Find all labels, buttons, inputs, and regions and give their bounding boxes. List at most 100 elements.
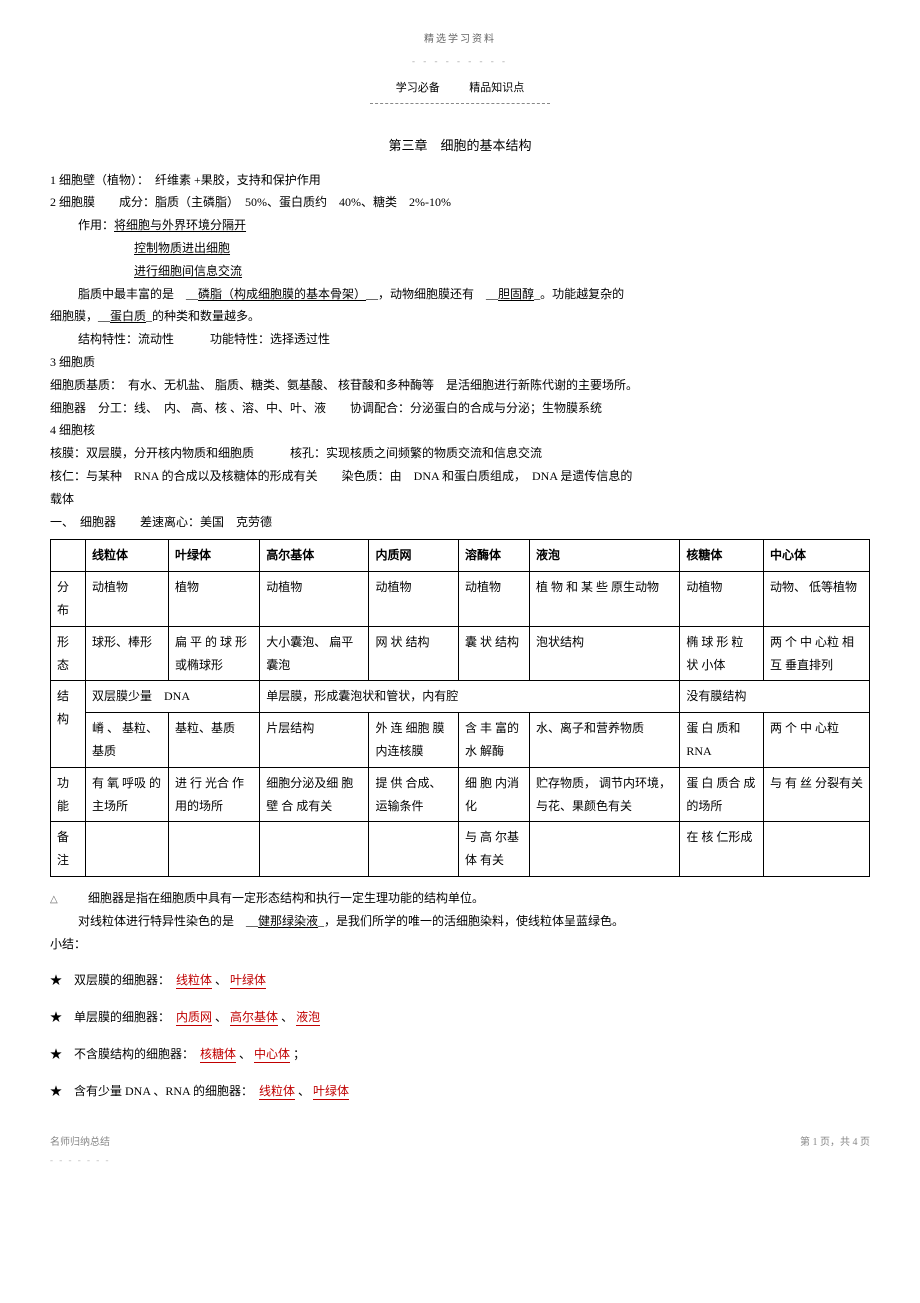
th-5: 溶酶体 [459, 540, 530, 572]
line-7-c: _的种类和数量越多。 [146, 309, 260, 323]
line-6-e: _。功能越复杂的 [534, 287, 624, 301]
r2c3: 大小囊泡、 扁平囊泡 [260, 626, 369, 681]
s1b1: 线粒体 [176, 973, 212, 989]
after-2-b: 健那绿染液 [258, 914, 318, 928]
rowlabel-6: 备注 [51, 822, 86, 877]
r1c7: 动植物 [680, 572, 764, 627]
line-7-a: 细胞膜，__ [50, 309, 110, 323]
after-3: 小结： [50, 933, 870, 956]
line-6-a: 脂质中最丰富的是 __ [78, 287, 198, 301]
r4c5: 含 丰 富的 水 解酶 [459, 713, 530, 768]
table-header-row: 线粒体 叶绿体 高尔基体 内质网 溶酶体 液泡 核糖体 中心体 [51, 540, 870, 572]
r5c6: 贮存物质， 调节内环境，与花、果颜色有关 [530, 767, 680, 822]
r6c1 [86, 822, 169, 877]
s2b3: 液泡 [296, 1010, 320, 1026]
r5c1: 有 氧 呼吸 的 主场所 [86, 767, 169, 822]
line-14: 核仁：与某种 RNA 的合成以及核糖体的形成有关 染色质：由 DNA 和蛋白质组… [50, 465, 870, 488]
chapter-title: 第三章 细胞的基本结构 [50, 134, 870, 159]
r6c8 [763, 822, 869, 877]
top-small-header: 精选学习资料 [50, 30, 870, 49]
r4c4: 外 连 细胞 膜 内连核膜 [369, 713, 459, 768]
table-row-struct-a: 结构 双层膜少量 DNA 单层膜，形成囊泡状和管状，内有腔 没有膜结构 [51, 681, 870, 713]
rowlabel-2: 形态 [51, 626, 86, 681]
r3-left: 双层膜少量 DNA [86, 681, 260, 713]
r1c6: 植 物 和 某 些 原生动物 [530, 572, 680, 627]
summary-3: ★ 不含膜结构的细胞器： 核糖体 、 中心体 ； [50, 1043, 870, 1066]
r1c2: 植物 [168, 572, 259, 627]
s4a: ★ 含有少量 DNA 、RNA 的细胞器： [50, 1084, 259, 1098]
line-4-underline: 控制物质进出细胞 [134, 241, 230, 255]
line-9: 3 细胞质 [50, 351, 870, 374]
footer-left: 名师归纳总结 [50, 1133, 110, 1152]
r6c4 [369, 822, 459, 877]
table-row-func: 功能 有 氧 呼吸 的 主场所 进 行 光合 作 用的场所 细胞分泌及细 胞 壁… [51, 767, 870, 822]
r5c3: 细胞分泌及细 胞 壁 合 成有关 [260, 767, 369, 822]
r3-right: 没有膜结构 [680, 681, 870, 713]
after-2-c: _，是我们所学的唯一的活细胞染料，使线粒体呈蓝绿色。 [318, 914, 624, 928]
line-6-d: 胆固醇 [498, 287, 534, 301]
header-dashed-underline [370, 103, 550, 104]
table-row-note: 备注 与 高 尔基 体 有关 在 核 仁形成 [51, 822, 870, 877]
line-6-c: __，动物细胞膜还有 __ [366, 287, 498, 301]
r2c6: 泡状结构 [530, 626, 680, 681]
page-footer: 名师归纳总结 - - - - - - - 第 1 页，共 4 页 [50, 1133, 870, 1169]
s3a: ★ 不含膜结构的细胞器： [50, 1047, 200, 1061]
r1c3: 动植物 [260, 572, 369, 627]
line-13: 核膜：双层膜，分开核内物质和细胞质 核孔：实现核质之间频繁的物质交流和信息交流 [50, 442, 870, 465]
r6c3 [260, 822, 369, 877]
line-4: 控制物质进出细胞 [50, 237, 870, 260]
rowlabel-5: 功能 [51, 767, 86, 822]
r5c4: 提 供 合成、运输条件 [369, 767, 459, 822]
r4c7: 蛋 白 质和 RNA [680, 713, 764, 768]
r1c1: 动植物 [86, 572, 169, 627]
r2c4: 网 状 结构 [369, 626, 459, 681]
r1c4: 动植物 [369, 572, 459, 627]
summary-2: ★ 单层膜的细胞器： 内质网 、 高尔基体 、 液泡 [50, 1006, 870, 1029]
organelles-table: 线粒体 叶绿体 高尔基体 内质网 溶酶体 液泡 核糖体 中心体 分布 动植物 植… [50, 539, 870, 877]
th-4: 内质网 [369, 540, 459, 572]
r2c5: 囊 状 结构 [459, 626, 530, 681]
summary-section: ★ 双层膜的细胞器： 线粒体 、 叶绿体 ★ 单层膜的细胞器： 内质网 、 高尔… [50, 969, 870, 1102]
r2c2: 扁 平 的 球 形 或椭球形 [168, 626, 259, 681]
r1c5: 动植物 [459, 572, 530, 627]
line-1: 1 细胞壁（植物）： 纤维素 +果胶，支持和保护作用 [50, 169, 870, 192]
r2c1: 球形、棒形 [86, 626, 169, 681]
s2b1: 内质网 [176, 1010, 212, 1026]
triangle-icon: △ [50, 890, 64, 909]
th-blank [51, 540, 86, 572]
line-3-prefix: 作用： [78, 218, 114, 232]
r6c7: 在 核 仁形成 [680, 822, 764, 877]
s4b2: 叶绿体 [313, 1084, 349, 1100]
r3-mid: 单层膜，形成囊泡状和管状，内有腔 [260, 681, 680, 713]
r5c8: 与 有 丝 分裂有关 [763, 767, 869, 822]
after-1: △ 细胞器是指在细胞质中具有一定形态结构和执行一定生理功能的结构单位。 [50, 887, 870, 910]
page: 精选学习资料 - - - - - - - - - 学习必备 精品知识点 第三章 … [0, 0, 920, 1189]
line-3-underline: 将细胞与外界环境分隔开 [114, 218, 246, 232]
line-5-underline: 进行细胞间信息交流 [134, 264, 242, 278]
r5c2: 进 行 光合 作 用的场所 [168, 767, 259, 822]
line-7-b: 蛋白质 [110, 309, 146, 323]
header-right: 精品知识点 [469, 82, 524, 94]
table-row-shape: 形态 球形、棒形 扁 平 的 球 形 或椭球形 大小囊泡、 扁平囊泡 网 状 结… [51, 626, 870, 681]
line-5: 进行细胞间信息交流 [50, 260, 870, 283]
footer-right: 第 1 页，共 4 页 [800, 1133, 870, 1169]
s4b1: 线粒体 [259, 1084, 295, 1100]
line-2: 2 细胞膜 成分：脂质（主磷脂） 50%、蛋白质约 40%、糖类 2%-10% [50, 191, 870, 214]
th-3: 高尔基体 [260, 540, 369, 572]
rowlabel-1: 分布 [51, 572, 86, 627]
th-6: 液泡 [530, 540, 680, 572]
s1a: ★ 双层膜的细胞器： [50, 973, 176, 987]
r4c2: 基粒、基质 [168, 713, 259, 768]
line-3: 作用：将细胞与外界环境分隔开 [50, 214, 870, 237]
th-1: 线粒体 [86, 540, 169, 572]
r6c5: 与 高 尔基 体 有关 [459, 822, 530, 877]
after-1-text: 细胞器是指在细胞质中具有一定形态结构和执行一定生理功能的结构单位。 [88, 891, 484, 905]
line-6: 脂质中最丰富的是 __磷脂（构成细胞膜的基本骨架）__，动物细胞膜还有 __胆固… [50, 283, 870, 306]
th-2: 叶绿体 [168, 540, 259, 572]
line-10: 细胞质基质： 有水、无机盐、 脂质、糖类、氨基酸、 核苷酸和多种酶等 是活细胞进… [50, 374, 870, 397]
s2b2: 高尔基体 [230, 1010, 278, 1026]
rowlabel-3: 结构 [51, 681, 86, 767]
after-2-a: 对线粒体进行特异性染色的是 __ [78, 914, 258, 928]
r4c3: 片层结构 [260, 713, 369, 768]
footer-left-block: 名师归纳总结 - - - - - - - [50, 1133, 110, 1169]
